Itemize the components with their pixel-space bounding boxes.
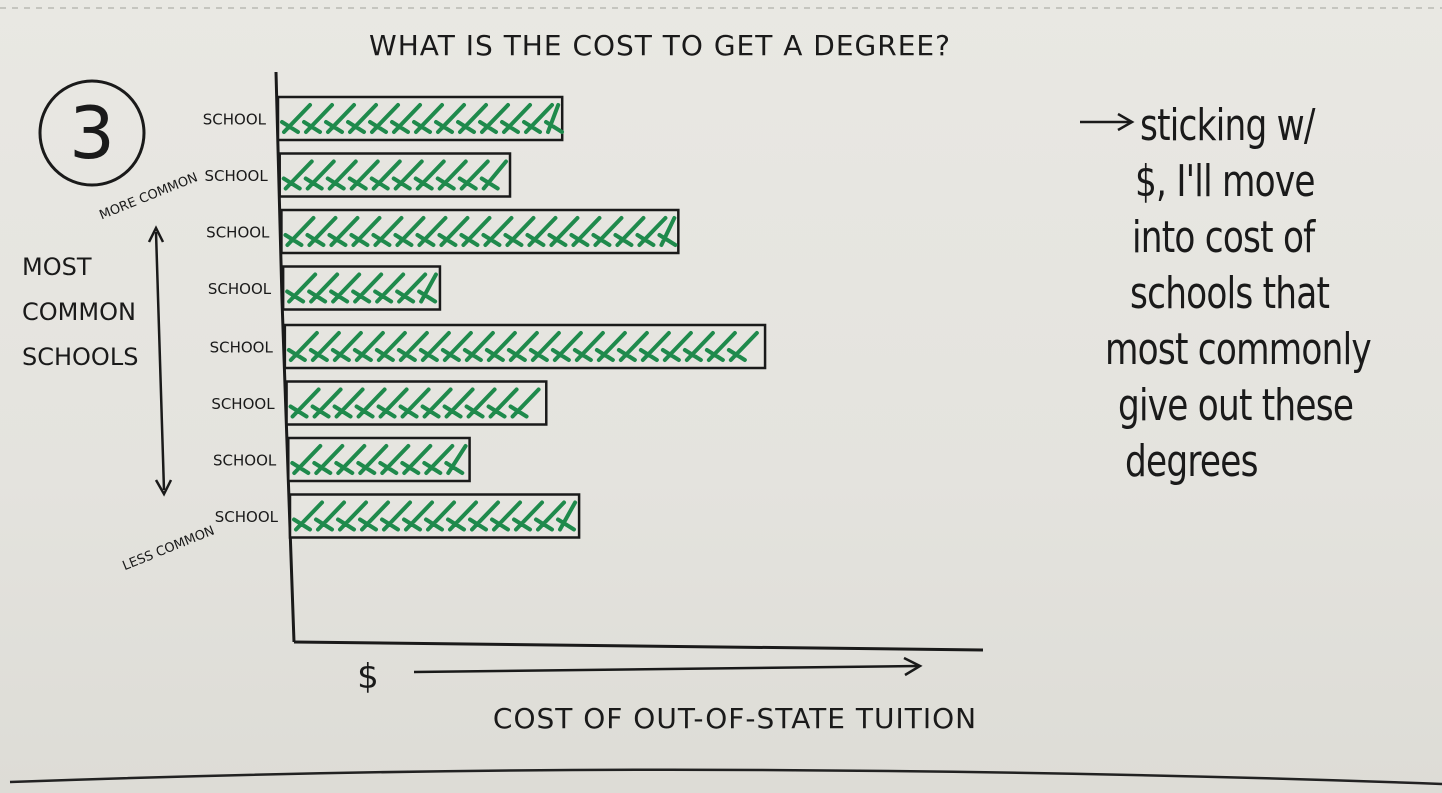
side-label-line-2: COMMON — [22, 298, 136, 326]
bar-outline — [280, 208, 680, 255]
x-axis — [293, 640, 984, 652]
bar — [281, 265, 442, 311]
bar — [280, 208, 680, 255]
commonness-arrow-up-head — [147, 225, 165, 243]
x-direction-arrow-head — [903, 656, 923, 677]
note-line-4: schools that — [1130, 268, 1330, 319]
side-label: MOST COMMON SCHOOLS — [22, 253, 144, 371]
note-line-3: into cost of — [1132, 212, 1315, 263]
bars-group — [276, 95, 767, 539]
bar-hatching — [280, 103, 564, 134]
category-label: SCHOOL — [213, 452, 277, 470]
axis-bottom-label: LESS COMMON — [121, 523, 217, 574]
bar-hatching — [292, 500, 578, 532]
bar — [278, 152, 512, 198]
chart-title: WHAT IS THE COST TO GET A DEGREE? — [369, 29, 951, 62]
bar-outline — [281, 265, 442, 311]
bar-hatching — [286, 331, 759, 362]
x-direction-arrow-line — [413, 664, 919, 674]
note-line-1: sticking w/ — [1140, 100, 1315, 151]
axis-top-label: MORE COMMON — [97, 170, 200, 223]
note-arrow-icon — [1117, 112, 1135, 132]
category-label: SCHOOL — [211, 395, 275, 413]
note-line-6: give out these — [1118, 380, 1354, 431]
category-label: SCHOOL — [208, 280, 272, 298]
note-line-7: degrees — [1125, 436, 1258, 487]
note-line-2: $, I'll move — [1135, 156, 1315, 207]
bar — [276, 95, 564, 142]
category-label: SCHOOL — [206, 224, 270, 242]
commonness-arrow-line — [154, 231, 166, 491]
side-label-line-3: SCHOOLS — [22, 343, 138, 371]
commonness-arrow-down-head — [154, 479, 173, 497]
bar — [288, 493, 581, 539]
bar-hatching — [288, 387, 541, 419]
paper-bottom-line — [9, 768, 1442, 786]
category-label: SCHOOL — [210, 339, 274, 357]
category-label: SCHOOL — [203, 111, 267, 129]
step-number: 3 — [69, 91, 115, 175]
step-circle — [38, 79, 146, 187]
bar — [285, 380, 548, 426]
note-line-5: most commonly — [1105, 324, 1372, 375]
x-axis-label: COST OF OUT-OF-STATE TUITION — [493, 702, 977, 735]
bar — [287, 436, 471, 483]
x-unit-symbol: $ — [357, 657, 379, 697]
bar — [283, 323, 767, 370]
bar-hatching — [290, 444, 468, 475]
bar-hatching — [283, 216, 678, 247]
side-label-line-1: MOST — [22, 253, 92, 281]
category-label: SCHOOL — [204, 167, 268, 185]
category-labels: SCHOOL SCHOOL SCHOOL SCHOOL SCHOOL SCHOOL SCHO… — [203, 111, 279, 527]
bar-hatching — [281, 159, 509, 191]
bar-hatching — [285, 272, 438, 304]
category-label: SCHOOL — [215, 508, 279, 526]
